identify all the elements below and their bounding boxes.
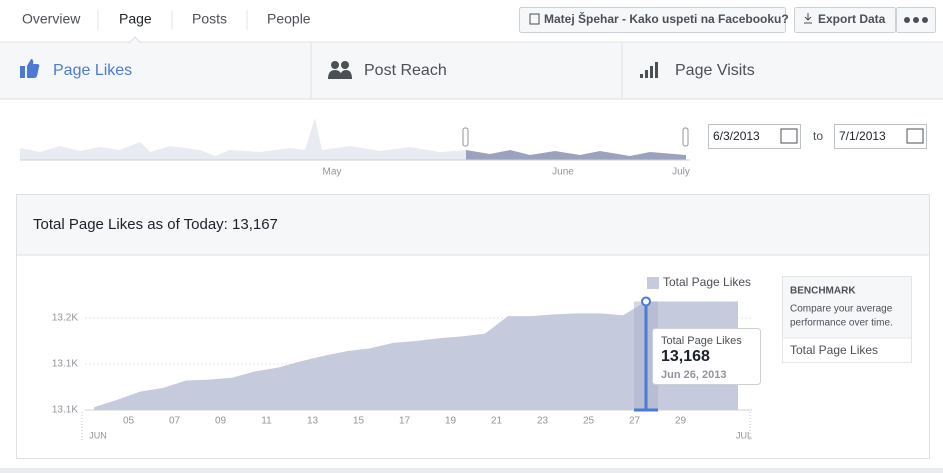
benchmark-text: Compare your average bbox=[790, 304, 893, 315]
date-to[interactable]: 7/1/2013 bbox=[839, 129, 886, 143]
calendar-icon bbox=[906, 128, 924, 144]
tooltip-date: Jun 26, 2013 bbox=[661, 369, 726, 381]
month-label: July bbox=[672, 167, 690, 178]
date-from[interactable]: 6/3/2013 bbox=[713, 129, 760, 143]
x-tick-label: 15 bbox=[353, 416, 365, 427]
legend-swatch bbox=[647, 277, 659, 289]
benchmark-item[interactable]: Total Page Likes bbox=[790, 343, 878, 357]
bars-icon bbox=[640, 62, 658, 78]
x-tick-label: 25 bbox=[583, 416, 595, 427]
tooltip-value: 13,168 bbox=[661, 348, 710, 365]
tooltip-title: Total Page Likes bbox=[661, 335, 742, 347]
nav-item[interactable]: People bbox=[267, 11, 311, 27]
nav-separators bbox=[97, 10, 248, 30]
card-title: Total Page Likes as of Today: 13,167 bbox=[33, 216, 278, 233]
people-icon bbox=[328, 61, 352, 79]
month-label: JUL bbox=[736, 430, 752, 440]
download-icon bbox=[804, 13, 812, 24]
page-link[interactable]: Matej Špehar - Kako uspeti na Facebooku? bbox=[544, 11, 789, 26]
y-tick-label: 13.1K bbox=[52, 405, 78, 416]
area bbox=[94, 301, 738, 410]
nav-item[interactable]: Overview bbox=[22, 11, 81, 27]
hover-point bbox=[641, 296, 651, 307]
tab[interactable]: Post Reach bbox=[364, 62, 447, 79]
tab[interactable]: Page Likes bbox=[53, 62, 132, 79]
x-tick-label: 19 bbox=[445, 416, 457, 427]
tab[interactable]: Page Visits bbox=[675, 62, 755, 79]
more-icon bbox=[904, 17, 928, 23]
to-label: to bbox=[813, 129, 823, 143]
page-link-button[interactable] bbox=[519, 7, 786, 33]
timeline-sparkline bbox=[20, 118, 466, 160]
x-tick-label: 07 bbox=[169, 416, 181, 427]
x-tick-label: 11 bbox=[261, 416, 272, 427]
link-icon bbox=[529, 13, 540, 25]
nav-notch bbox=[128, 36, 142, 44]
benchmark-title: BENCHMARK bbox=[790, 286, 856, 297]
x-tick-label: 17 bbox=[399, 416, 411, 427]
export-button[interactable] bbox=[794, 7, 896, 33]
nav-item[interactable]: Page bbox=[119, 11, 152, 27]
month-label: JUN bbox=[89, 430, 107, 440]
x-tick-label: 09 bbox=[215, 416, 227, 427]
export-label[interactable]: Export Data bbox=[818, 12, 886, 26]
range-handle[interactable] bbox=[682, 127, 689, 147]
y-tick-label: 13.1K bbox=[52, 359, 78, 370]
month-label: June bbox=[552, 167, 574, 178]
like-icon bbox=[20, 59, 40, 78]
x-tick-label: 27 bbox=[629, 416, 641, 427]
timeline-selection bbox=[466, 150, 686, 160]
legend-label: Total Page Likes bbox=[663, 275, 751, 289]
x-tick-label: 13 bbox=[307, 416, 319, 427]
x-tick-label: 21 bbox=[491, 416, 503, 427]
card-header bbox=[17, 195, 929, 255]
month-label: May bbox=[323, 167, 342, 178]
benchmark-text: performance over time. bbox=[790, 318, 893, 329]
y-tick-label: 13.2K bbox=[52, 313, 78, 324]
tab-bar bbox=[0, 43, 943, 99]
x-tick-label: 23 bbox=[537, 416, 549, 427]
x-tick-label: 05 bbox=[123, 416, 135, 427]
tooltip bbox=[652, 328, 761, 385]
calendar-icon bbox=[780, 128, 798, 144]
benchmark-header bbox=[783, 277, 911, 338]
x-tick-label: 29 bbox=[675, 416, 687, 427]
nav-item[interactable]: Posts bbox=[192, 11, 227, 27]
range-handle[interactable] bbox=[462, 127, 469, 147]
chart: 13.1K 13.1K 13.2K 05 07 09 11 13 15 17 19 21 23 25 27 2… bbox=[52, 275, 761, 440]
